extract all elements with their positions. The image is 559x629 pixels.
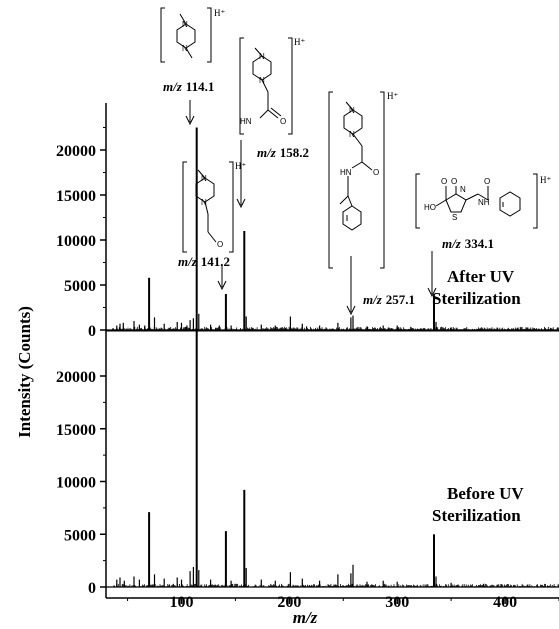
structure-141 [182, 161, 234, 253]
structure-atom-n: N [182, 44, 188, 53]
y-tick-label: 15000 [56, 188, 96, 205]
ion-charge: H⁺ [214, 8, 225, 18]
x-tick-label: 300 [385, 594, 409, 611]
structure-atom-n: N [201, 198, 207, 207]
spectrum-noise [113, 583, 559, 587]
structure-atom-n: N [259, 76, 265, 85]
structure-atom-o: O [373, 168, 379, 177]
structure-atom-n: N [259, 52, 265, 61]
structure-atom-nh: NH [478, 198, 490, 207]
ion-charge: H⁺ [540, 175, 551, 185]
annotation-label-158: m/z 158.2 [257, 145, 309, 160]
annotation-141: N N O H⁺ m/z 141.2 [178, 161, 246, 291]
annotation-label-334: m/z 334.1 [442, 236, 494, 251]
annotation-label-141: m/z 141.2 [178, 254, 230, 269]
ion-charge: H⁺ [235, 161, 246, 171]
y-tick-label: 5000 [64, 278, 96, 295]
y-tick-label: 10000 [56, 475, 96, 492]
structure-atom-o: O [451, 177, 457, 186]
structure-257 [328, 91, 385, 269]
structure-atom-s: S [452, 213, 457, 222]
annotation-334: HO O O S N NH O H⁺ m/z 334.1 [415, 173, 551, 298]
ion-charge: H⁺ [294, 37, 305, 47]
structure-334 [415, 173, 538, 229]
x-tick-label: 100 [170, 594, 194, 611]
x-tick-label: 400 [493, 594, 517, 611]
y-axis-label: Intensity (Counts) [15, 306, 34, 438]
ion-charge: H⁺ [387, 91, 398, 101]
structure-atom-n: N [182, 20, 188, 29]
y-tick-label: 20000 [56, 369, 96, 386]
structure-atom-n: N [349, 106, 355, 115]
annotation-257: N N HN O H⁺ m/z 257.1 [328, 91, 415, 316]
annotation-158: N N HN O H⁺ m/z 158.2 [236, 37, 309, 209]
y-tick-label: 10000 [56, 233, 96, 250]
panel-label-bottom-line2: Sterilization [432, 506, 521, 525]
ticks: 0 5000 10000 15000 20000 0 5000 10000 15000 20000… [56, 127, 559, 611]
y-tick-label: 0 [88, 580, 96, 597]
spectra [106, 127, 559, 588]
structure-atom-o: O [217, 240, 223, 249]
structure-114 [160, 7, 212, 63]
structure-atom-n: N [201, 174, 207, 183]
structure-atom-o: O [441, 177, 447, 186]
annotation-114: N N H⁺ m/z 114.1 [160, 7, 225, 126]
structure-atom-o: O [280, 117, 286, 126]
panel-label-top-line2: Sterilization [432, 289, 521, 308]
panel-label-top-line1: After UV [447, 267, 515, 286]
structure-158 [239, 37, 293, 135]
y-tick-label: 0 [88, 323, 96, 340]
panel-label-bottom-line1: Before UV [447, 484, 524, 503]
y-tick-label: 5000 [64, 527, 96, 544]
annotation-label-257: m/z 257.1 [363, 292, 415, 307]
structure-atom-ho: HO [424, 203, 436, 212]
structure-atom-hn: HN [240, 117, 252, 126]
structure-atom-n: N [349, 130, 355, 139]
y-tick-label: 15000 [56, 422, 96, 439]
y-tick-label: 20000 [56, 143, 96, 160]
structure-atom-n: N [460, 185, 466, 194]
x-tick-label: 200 [277, 594, 301, 611]
x-axis-label: m/z [293, 608, 318, 627]
annotation-label-114: m/z 114.1 [163, 79, 214, 94]
structure-atom-hn: HN [340, 168, 352, 177]
structure-atom-o: O [484, 177, 490, 186]
